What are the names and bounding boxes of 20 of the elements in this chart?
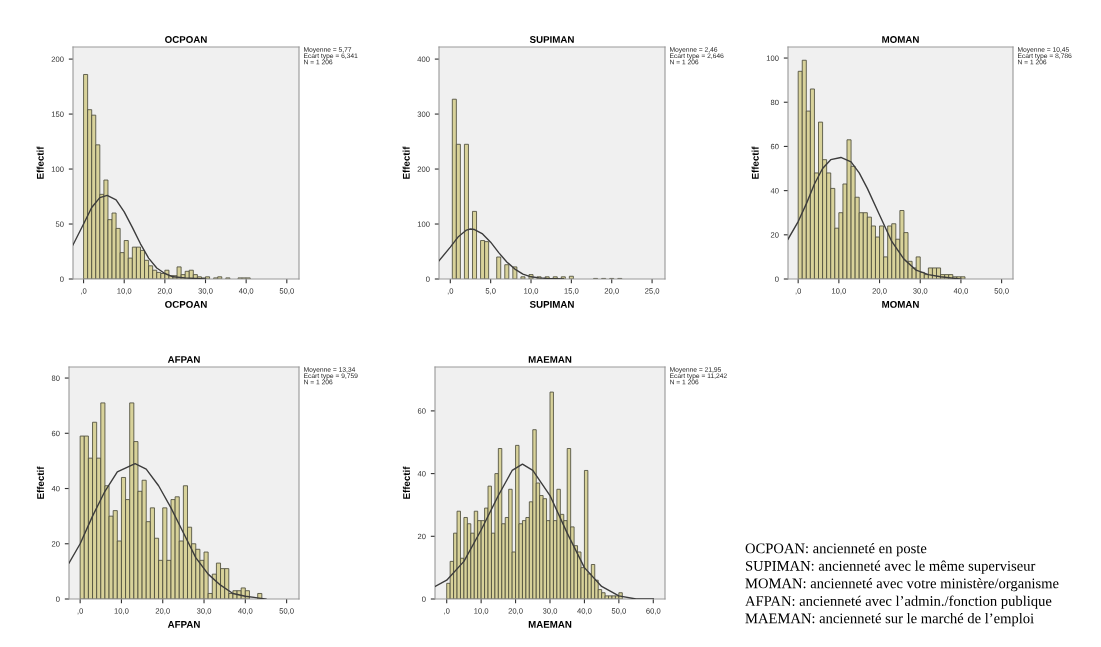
y-axis-title: Effectif — [36, 466, 44, 499]
text: SUPIMAN: ancienneté avec le même superviseur — [745, 560, 1036, 574]
x-axis-title: MOMAN — [882, 300, 919, 308]
x-axis-title: OCPOAN — [165, 300, 207, 308]
chart-title: OCPOAN — [165, 36, 207, 43]
chart-title: MAEMAN — [528, 356, 572, 363]
text: OCPOAN: ancienneté en poste — [745, 543, 927, 557]
y-axis-title: Effectif — [402, 466, 410, 499]
x-axis-title: AFPAN — [167, 621, 200, 628]
x-axis-title: SUPIMAN — [529, 300, 574, 308]
chart-title: AFPAN — [167, 356, 200, 363]
y-axis-title: Effectif — [36, 146, 44, 179]
chart-title: SUPIMAN — [529, 36, 574, 43]
x-axis-title: MAEMAN — [528, 621, 572, 628]
text: MAEMAN: ancienneté sur le marché de l’emploi — [745, 613, 1034, 627]
y-axis-title: Effectif — [402, 146, 410, 179]
text: MOMAN: ancienneté avec votre ministère/organisme — [745, 578, 1059, 592]
text: AFPAN: ancienneté avec l’admin./fonction publique — [745, 595, 1052, 609]
chart-title: MOMAN — [882, 36, 919, 43]
y-axis-title: Effectif — [751, 146, 759, 179]
